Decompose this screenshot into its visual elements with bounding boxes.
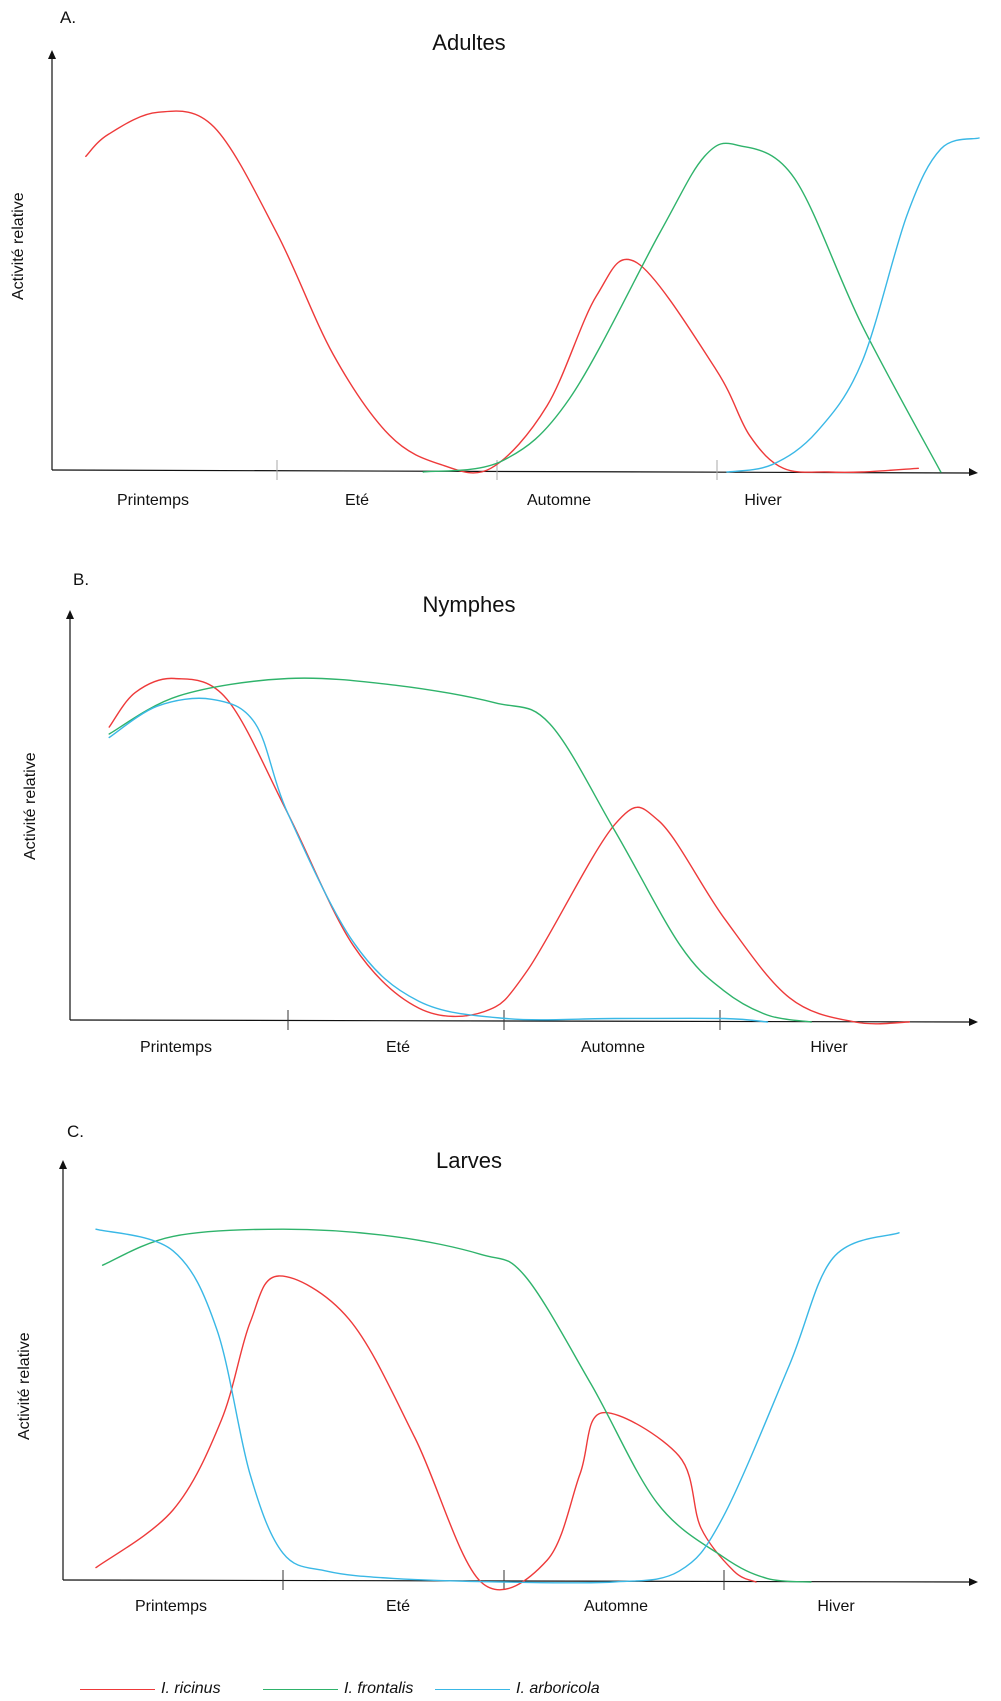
- panel-label: C.: [67, 1122, 84, 1141]
- legend-item-frontalis: I. frontalis: [263, 1680, 413, 1698]
- season-label-automne: Automne: [580, 1039, 646, 1056]
- season-label-ete: Eté: [385, 1598, 410, 1615]
- season-label-printemps: Printemps: [134, 1598, 208, 1615]
- x-axis: [62, 1579, 971, 1583]
- panel-label: B.: [73, 570, 90, 589]
- chart-title: Nymphes: [422, 592, 516, 617]
- legend-label: I. frontalis: [344, 1680, 414, 1697]
- season-label-hiver: Hiver: [810, 1039, 848, 1056]
- legend-label: I. ricinus: [161, 1680, 221, 1697]
- season-label-hiver: Hiver: [817, 1598, 855, 1615]
- season-label-ete: Eté: [344, 492, 369, 509]
- legend-item-ricinus: I. ricinus: [80, 1680, 221, 1698]
- chart-plot: [59, 1160, 978, 1591]
- x-axis-arrow: [969, 468, 978, 476]
- series-line-iricinus: [85, 110, 919, 474]
- season-label-hiver: Hiver: [744, 492, 782, 509]
- series-line-iarboricola: [95, 1228, 900, 1584]
- season-label-ete: Eté: [385, 1039, 410, 1056]
- series-line-ifrontalis: [422, 142, 942, 473]
- panel-label: A.: [60, 8, 77, 27]
- chart-title: Adultes: [432, 30, 506, 55]
- y-axis-arrow: [59, 1160, 67, 1169]
- legend-item-arboricola: I. arboricola: [435, 1680, 600, 1698]
- y-axis-arrow: [48, 50, 56, 59]
- panel-nymphes: B. Nymphes Activité relative Printemps E…: [0, 560, 1001, 1080]
- x-axis-arrow: [969, 1578, 978, 1586]
- panel-adultes: A. Adultes Activité relative Printemps E…: [0, 0, 1001, 520]
- chart-plot: [66, 610, 978, 1030]
- series-line-ifrontalis: [108, 677, 812, 1023]
- season-label-printemps: Printemps: [139, 1039, 213, 1056]
- legend: I. ricinus I. frontalis I. arboricola: [0, 1680, 1001, 1701]
- series-line-iarboricola: [108, 697, 769, 1023]
- chart-plot: [48, 50, 980, 480]
- panel-larves: C. Larves Activité relative Printemps Et…: [0, 1110, 1001, 1670]
- y-axis-arrow: [66, 610, 74, 619]
- legend-swatch: [263, 1688, 338, 1690]
- chart-title: Larves: [435, 1148, 503, 1173]
- x-axis-arrow: [969, 1018, 978, 1026]
- season-label-automne: Automne: [526, 492, 592, 509]
- series-line-iricinus: [95, 1275, 757, 1591]
- series-line-ifrontalis: [101, 1228, 812, 1583]
- series-line-iarboricola: [726, 137, 980, 473]
- legend-swatch: [80, 1688, 155, 1690]
- season-label-automne: Automne: [583, 1598, 649, 1615]
- legend-label: I. arboricola: [516, 1680, 600, 1697]
- x-axis: [69, 1019, 971, 1023]
- legend-swatch: [435, 1688, 510, 1690]
- season-label-printemps: Printemps: [116, 492, 190, 509]
- series-line-iricinus: [108, 677, 910, 1025]
